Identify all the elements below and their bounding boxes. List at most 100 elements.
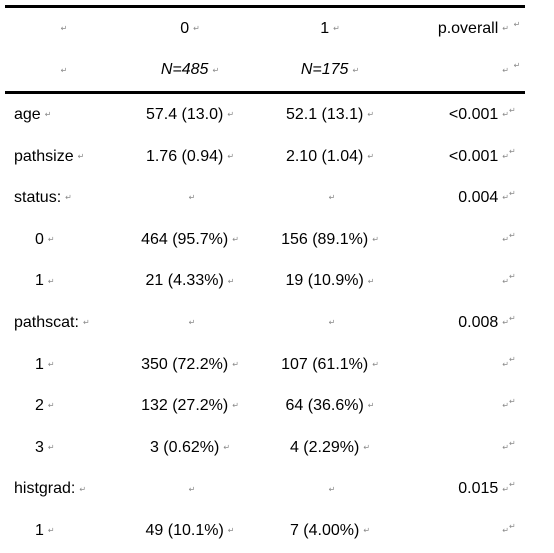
cell-text: pathscat:	[14, 313, 79, 331]
n-cell-p: ↵	[399, 49, 509, 95]
row-end-cell: ↵	[509, 93, 525, 136]
table-row: 1 ↵ 350 (72.2%) ↵ 107 (61.1%) ↵ ↵ ↵	[5, 344, 525, 386]
paragraph-mark-icon: ↵	[188, 318, 196, 328]
paragraph-mark-icon: ↵	[372, 235, 379, 245]
paragraph-mark-icon: ↵	[367, 110, 375, 120]
group-1-value-cell: 107 (61.1%) ↵	[261, 344, 399, 386]
group-1-value-cell: ↵	[261, 177, 399, 219]
table-row: 1 ↵ 21 (4.33%) ↵ 19 (10.9%) ↵ ↵ ↵	[5, 261, 525, 303]
cell-end-mark-icon: ↵	[513, 19, 521, 29]
cell-text: 2	[35, 397, 44, 415]
row-end-cell: ↵	[509, 261, 525, 303]
paragraph-mark-icon: ↵	[367, 401, 375, 411]
p-value-cell: <0.001 ↵	[399, 136, 509, 178]
paragraph-mark-icon: ↵	[65, 193, 72, 203]
table-body: age ↵ 57.4 (13.0) ↵ 52.1 (13.1) ↵ <0.001 ↵ ↵ path…	[5, 93, 525, 552]
p-value-cell: ↵	[399, 344, 509, 386]
cell-text: 0.008	[458, 313, 499, 331]
paragraph-mark-icon: ↵	[372, 359, 379, 369]
table-row: 0 ↵ 464 (95.7%) ↵ 156 (89.1%) ↵ ↵ ↵	[5, 219, 525, 261]
paragraph-mark-icon: ↵	[212, 65, 220, 75]
cell-text: <0.001	[448, 105, 499, 123]
p-value-cell: ↵	[399, 261, 509, 303]
paragraph-mark-icon: ↵	[47, 276, 55, 286]
group-1-value-cell: 2.10 (1.04) ↵	[261, 136, 399, 178]
paragraph-mark-icon: ↵	[77, 151, 85, 161]
row-end-cell: ↵	[509, 136, 525, 178]
paragraph-mark-icon: ↵	[502, 484, 509, 494]
header-cell-group-0: 0 ↵	[119, 4, 261, 50]
cell-text: 3	[35, 438, 44, 456]
cell-text: 19 (10.9%)	[285, 272, 364, 290]
paragraph-mark-icon: ↵	[502, 65, 509, 75]
row-label-cell: status: ↵	[5, 177, 119, 219]
row-label-cell: 1 ↵	[5, 510, 119, 552]
paragraph-mark-icon: ↵	[232, 235, 239, 245]
cell-end-mark-icon: ↵	[513, 61, 521, 71]
paragraph-mark-icon: ↵	[232, 359, 239, 369]
table-row: histgrad: ↵ ↵ ↵ 0.015 ↵ ↵	[5, 469, 525, 511]
group-1-value-cell: 19 (10.9%) ↵	[261, 261, 399, 303]
paragraph-mark-icon: ↵	[502, 401, 509, 411]
p-value-cell: ↵	[399, 427, 509, 469]
row-label-cell: 3 ↵	[5, 427, 119, 469]
table-header: ↵ 0 ↵ 1 ↵ p.overall ↵ ↵ ↵ N=485 ↵ N=175 ↵ ↵ ↵	[5, 4, 525, 95]
cell-text: 107 (61.1%)	[281, 355, 369, 373]
group-0-value-cell: 350 (72.2%) ↵	[119, 344, 261, 386]
group-0-value-cell: ↵	[119, 469, 261, 511]
paragraph-mark-icon: ↵	[232, 401, 239, 411]
paragraph-mark-icon: ↵	[363, 443, 371, 452]
row-label-cell: pathscat: ↵	[5, 302, 119, 344]
paragraph-mark-icon: ↵	[502, 526, 509, 536]
cell-text: 464 (95.7%)	[141, 230, 229, 248]
p-value-cell: ↵	[399, 219, 509, 261]
row-end-cell: ↵	[509, 344, 525, 386]
table-row: pathscat: ↵ ↵ ↵ 0.008 ↵ ↵	[5, 302, 525, 344]
paragraph-mark-icon: ↵	[227, 276, 235, 286]
table-row: age ↵ 57.4 (13.0) ↵ 52.1 (13.1) ↵ <0.001 ↵ ↵	[5, 93, 525, 136]
cell-text: 4 (2.29%)	[289, 438, 360, 456]
summary-table: ↵ 0 ↵ 1 ↵ p.overall ↵ ↵ ↵ N=485 ↵ N=175 ↵ ↵ ↵…	[5, 4, 525, 552]
paragraph-mark-icon: ↵	[223, 443, 231, 452]
cell-text: 0	[35, 230, 44, 248]
cell-end-mark-icon: ↵	[509, 313, 516, 323]
paragraph-mark-icon: ↵	[47, 401, 55, 411]
cell-text: 64 (36.6%)	[285, 397, 364, 415]
row-label-cell: pathsize ↵	[5, 136, 119, 178]
cell-end-mark-icon: ↵	[509, 189, 516, 198]
cell-end-mark-icon: ↵	[509, 272, 516, 282]
p-value-cell: ↵	[399, 385, 509, 427]
row-label-cell: 1 ↵	[5, 344, 119, 386]
paragraph-mark-icon: ↵	[502, 24, 509, 34]
group-0-value-cell: 3 (0.62%) ↵	[119, 427, 261, 469]
cell-end-mark-icon: ↵	[509, 438, 516, 448]
paragraph-mark-icon: ↵	[328, 484, 336, 494]
cell-text: 1.76 (0.94)	[145, 147, 224, 165]
cell-text: 0.004	[458, 189, 499, 207]
paragraph-mark-icon: ↵	[502, 193, 509, 203]
paragraph-mark-icon: ↵	[367, 151, 375, 161]
p-value-cell: 0.004 ↵	[399, 177, 509, 219]
group-1-value-cell: 4 (2.29%) ↵	[261, 427, 399, 469]
cell-end-mark-icon: ↵	[509, 396, 516, 406]
cell-text: age	[14, 105, 41, 123]
header-cell-p-overall: p.overall ↵	[399, 4, 509, 50]
row-end-cell: ↵	[509, 219, 525, 261]
cell-text: histgrad:	[14, 480, 76, 498]
cell-text: 49 (10.1%)	[145, 521, 224, 539]
row-end-cell: ↵	[509, 49, 525, 95]
group-0-value-cell: ↵	[119, 302, 261, 344]
cell-text: 3 (0.62%)	[149, 438, 220, 456]
table-row: 1 ↵ 49 (10.1%) ↵ 7 (4.00%) ↵ ↵ ↵	[5, 510, 525, 552]
table-row: pathsize ↵ 1.76 (0.94) ↵ 2.10 (1.04) ↵ <0.001 ↵…	[5, 136, 525, 178]
paragraph-mark-icon: ↵	[47, 359, 55, 369]
table-row: status: ↵ ↵ ↵ 0.004 ↵ ↵	[5, 177, 525, 219]
group-0-value-cell: ↵	[119, 177, 261, 219]
header-row: ↵ 0 ↵ 1 ↵ p.overall ↵ ↵	[5, 4, 525, 50]
cell-text: status:	[14, 189, 62, 207]
n-cell-group-1: N=175 ↵	[261, 49, 399, 95]
paragraph-mark-icon: ↵	[188, 484, 196, 494]
group-1-value-cell: 52.1 (13.1) ↵	[261, 93, 399, 136]
cell-text: pathsize	[14, 147, 74, 165]
cell-end-mark-icon: ↵	[509, 230, 516, 240]
